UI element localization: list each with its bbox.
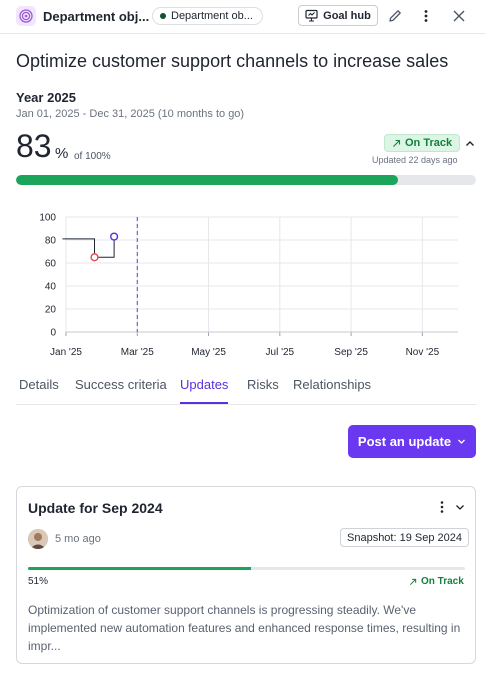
y-tick-label: 20: [45, 305, 57, 316]
department-chip-label: Department ob...: [171, 10, 253, 22]
progress-bar: [16, 175, 476, 185]
update-body: Optimization of customer support channel…: [28, 603, 461, 653]
progress-unit: %: [55, 145, 69, 162]
trend-up-icon: [393, 139, 401, 147]
x-tick-label: Mar '25: [121, 347, 154, 358]
presentation-board-icon: [305, 9, 318, 22]
y-tick-label: 60: [45, 259, 57, 270]
goal-title: Optimize customer support channels to in…: [16, 51, 449, 71]
y-tick-label: 100: [39, 213, 56, 224]
update-age: 5 mo ago: [55, 533, 101, 545]
status-label: On Track: [405, 137, 453, 149]
data-point-marker: [90, 253, 99, 262]
vertical-dots-icon[interactable]: [435, 499, 449, 515]
x-tick-label: May '25: [191, 347, 226, 358]
period-label: Year 2025: [16, 90, 77, 105]
update-status-label: On Track: [421, 576, 464, 587]
chevron-down-icon: [458, 439, 466, 444]
update-progress-bar: [28, 567, 465, 570]
y-tick-label: 80: [45, 236, 57, 247]
goal-hub-button[interactable]: Goal hub: [298, 5, 378, 26]
progress-series-line: [94, 236, 115, 258]
snapshot-badge: Snapshot: 19 Sep 2024: [340, 528, 469, 547]
panel-header: Department obj... Department ob... Goal …: [0, 0, 485, 34]
update-status: On Track: [409, 576, 464, 587]
data-point-marker: [110, 232, 119, 241]
tab-success-criteria[interactable]: Success criteria: [75, 377, 167, 392]
goal-hub-label: Goal hub: [323, 9, 371, 22]
department-chip[interactable]: Department ob...: [152, 7, 263, 25]
goal-target-icon: [16, 6, 36, 26]
trend-up-icon: [409, 578, 417, 585]
progress-bar-fill: [16, 175, 398, 185]
date-range: Jan 01, 2025 - Dec 31, 2025 (10 months t…: [16, 108, 245, 120]
status-badge: On Track: [384, 134, 461, 152]
tab-risks[interactable]: Risks: [247, 377, 279, 392]
tab-relationships[interactable]: Relationships: [293, 377, 372, 392]
status-dot: [160, 13, 166, 19]
tab-details[interactable]: Details: [19, 377, 59, 392]
object-type-title[interactable]: Department obj...: [43, 9, 150, 24]
y-tick-label: 0: [50, 328, 56, 339]
x-tick-label: Sep '25: [334, 347, 368, 358]
update-progress-value: 51%: [28, 576, 49, 587]
y-tick-label: 40: [45, 282, 57, 293]
post-update-button[interactable]: Post an update: [348, 425, 476, 458]
pencil-icon[interactable]: [385, 6, 405, 26]
close-icon[interactable]: [449, 6, 469, 26]
tab-bar: Details Success criteria Updates Risks R…: [16, 368, 476, 405]
x-tick-label: Jul '25: [266, 347, 295, 358]
update-progress-fill: [28, 567, 251, 570]
last-updated: Updated 22 days ago: [372, 155, 458, 165]
avatar[interactable]: [28, 529, 48, 549]
post-update-label: Post an update: [357, 434, 452, 449]
x-tick-label: Nov '25: [406, 347, 440, 358]
chevron-up-icon[interactable]: [463, 137, 477, 151]
tab-updates[interactable]: Updates: [180, 377, 229, 404]
progress-value: 83: [16, 128, 52, 164]
vertical-dots-icon[interactable]: [416, 6, 436, 26]
progress-total: of 100%: [74, 151, 111, 162]
update-title: Update for Sep 2024: [28, 500, 163, 516]
update-card: Update for Sep 2024 5 mo ago Snapshot: 1…: [16, 486, 476, 664]
chevron-down-icon[interactable]: [453, 499, 467, 515]
target-series-line: [62, 238, 96, 258]
progress-chart: 100 80 60 40 20 0 Jan '25 Mar '25 May '25 Jul '25…: [39, 213, 458, 358]
x-tick-label: Jan '25: [50, 347, 82, 358]
